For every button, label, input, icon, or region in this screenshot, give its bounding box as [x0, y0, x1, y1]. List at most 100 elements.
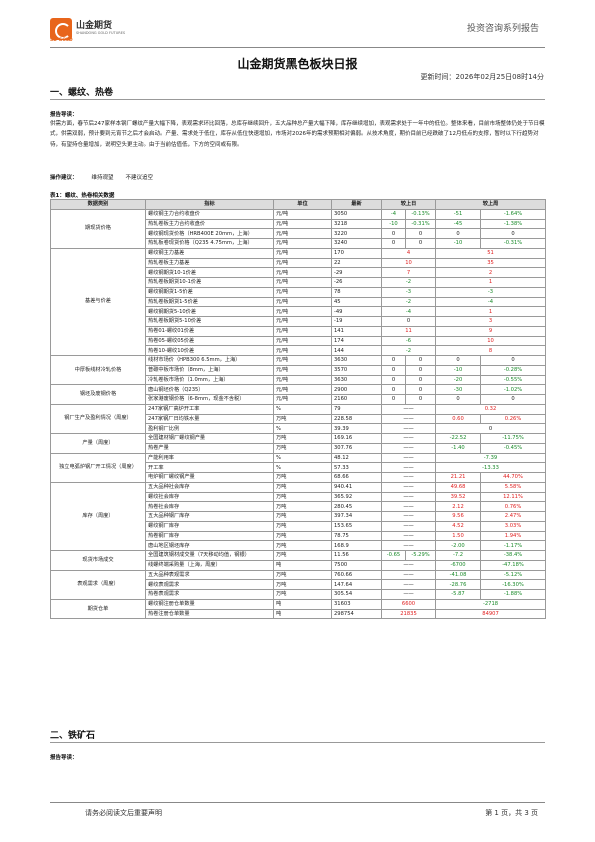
- week-change-cell: 21.21: [435, 472, 482, 483]
- indicator-cell: 盈利钢厂比例: [145, 423, 274, 434]
- indicator-cell: 唐山地区钢坯库存: [145, 540, 274, 551]
- latest-cell: -49: [331, 306, 382, 317]
- latest-cell: 760.66: [331, 569, 382, 581]
- latest-cell: 147.64: [331, 579, 382, 590]
- report-title: 山金期货黑色板块日报: [237, 57, 358, 71]
- week-change-pct-cell: -0.45%: [480, 442, 547, 454]
- category-cell: 表观需求（周度）: [50, 569, 146, 600]
- latest-cell: 3630: [331, 355, 382, 366]
- latest-cell: 3240: [331, 238, 382, 249]
- unit-cell: 万吨: [273, 540, 332, 551]
- category-cell: 钢坯及废钢价格: [50, 384, 146, 405]
- unit-cell: 元/吨: [273, 257, 332, 269]
- week-change-cell: 2: [435, 267, 547, 278]
- latest-cell: 153.65: [331, 520, 382, 532]
- unit-cell: 万吨: [273, 589, 332, 600]
- table-row: 热轧卷板主力合约收盘价 元/吨 3218 -10 -0.31% -45 -1.38%: [51, 218, 547, 230]
- unit-cell: 元/吨: [273, 355, 332, 366]
- unit-cell: 元/吨: [273, 364, 332, 376]
- latest-cell: 170: [331, 247, 382, 259]
- table-row: 期现货价格 螺纹钢主力合约收盘价 元/吨 3050 -4 -0.13% -51 -1.64%: [50, 208, 547, 249]
- indicator-cell: 螺纹钢厂库存: [145, 520, 274, 532]
- unit-cell: 万吨: [273, 491, 332, 503]
- week-change-cell: 10: [435, 335, 547, 347]
- unit-cell: 元/吨: [273, 316, 332, 327]
- category-cell: 基差与价差: [50, 247, 146, 357]
- day-change-cell: ——: [380, 433, 437, 444]
- latest-cell: 228.58: [331, 413, 382, 425]
- day-change-cell: 10: [380, 257, 437, 269]
- day-change-cell: ——: [380, 540, 437, 551]
- week-change-cell: -10: [435, 238, 482, 249]
- unit-cell: 元/吨: [273, 218, 332, 230]
- table-row: 螺纹表观需求 万吨 147.64 —— -28.76 -16.30%: [51, 579, 547, 590]
- indicator-cell: 螺纹表观需求: [145, 579, 274, 590]
- table-caption: 表1：螺纹、热卷相关数据: [50, 193, 115, 199]
- day-change-pct-cell: -5.29%: [404, 550, 437, 561]
- table-row: 中厚板线材冷轧价格 线材市场价（HPB300 6.5mm，上海） 元/吨 3630 0 0…: [50, 354, 547, 386]
- table-row: 基差与价差 螺纹钢主力基差 元/吨 170 4 51: [50, 247, 547, 357]
- indicator-cell: 螺纹钢期货10-1价差: [145, 267, 274, 278]
- latest-cell: 7500: [331, 559, 382, 571]
- indicator-cell: 全国建材钢厂螺纹钢产量: [145, 433, 274, 444]
- unit-cell: 万吨: [273, 550, 332, 561]
- week-change-cell: 51: [435, 247, 547, 259]
- day-change-cell: ——: [380, 511, 437, 522]
- data-table: 数据类别 指标 单位 最新 较上日 较上周 期现货价格 螺纹钢主力合约收盘价 元/吨…: [50, 199, 547, 620]
- week-change-pct-cell: 3.03%: [480, 520, 547, 532]
- latest-cell: 141: [331, 325, 382, 337]
- day-change-cell: ——: [380, 559, 437, 571]
- week-change-pct-cell: -0.55%: [480, 374, 547, 386]
- guide-paragraph: 供需方面，春节后247家样本钢厂螺纹产量大幅下降，表观需求环比回落，总库存继续回…: [50, 119, 545, 150]
- week-change-pct-cell: -16.30%: [480, 579, 547, 590]
- table-row: 热轧卷板主力基差 元/吨 22 10 35: [51, 257, 547, 269]
- unit-cell: 元/吨: [273, 325, 332, 337]
- day-change-cell: ——: [380, 423, 437, 434]
- indicator-cell: 247家钢厂日均铁水量: [145, 413, 274, 425]
- unit-cell: 万吨: [273, 442, 332, 454]
- unit-cell: 万吨: [273, 520, 332, 532]
- guide-text: 供需方面，春节后247家样本钢厂螺纹产量大幅下降，表观需求环比回落，总库存继续回…: [50, 121, 545, 148]
- week-change-cell: 1: [435, 306, 547, 317]
- week-change-pct-cell: -47.18%: [480, 559, 547, 571]
- table-row: 热轧板卷现货价格（Q235 4.75mm，上海） 元/吨 3240 0 0 -10 -0.3…: [51, 238, 547, 249]
- latest-cell: 3220: [331, 228, 382, 239]
- table-row: 库存（周度） 五大品种社会库存 万吨 940.41 —— 49.68 5.58%: [50, 481, 547, 552]
- advice-value: 维持观望: [91, 175, 114, 181]
- week-change-pct-cell: -1.38%: [480, 218, 547, 230]
- indicator-cell: 五大品种表观需求: [145, 569, 274, 581]
- day-change-cell: 4: [380, 247, 437, 259]
- indicator-cell: 热卷社会库存: [145, 501, 274, 512]
- header-unit: 单位: [273, 199, 332, 210]
- latest-cell: 22: [331, 257, 382, 269]
- day-change-cell: -2: [380, 345, 437, 356]
- day-change-cell: ——: [380, 452, 437, 464]
- unit-cell: 元/吨: [273, 277, 332, 288]
- indicator-cell: 热轧卷板主力基差: [145, 257, 274, 269]
- latest-cell: 68.66: [331, 472, 382, 483]
- indicator-cell: 热卷05-螺纹05价差: [145, 335, 274, 347]
- day-change-cell: ——: [380, 491, 437, 503]
- logo-english: SHANDONG GOLD FUTURES: [76, 31, 126, 36]
- update-time: 更新时间：2026年02月25日08时14分: [420, 73, 544, 81]
- week-change-cell: -6700: [435, 559, 482, 571]
- day-change-cell: -0.65: [381, 550, 406, 561]
- day-change-cell: ——: [380, 403, 437, 415]
- day-change-cell: 0: [380, 316, 437, 327]
- week-change-cell: -30: [435, 384, 482, 395]
- table-row: 钢坯及废钢价格 唐山钢坯价格（Q235） 元/吨 2900 0 0 -30 -1.02%: [50, 384, 547, 405]
- latest-cell: 2900: [331, 384, 382, 395]
- guide-label: 报告导读：: [50, 112, 78, 118]
- day-change-cell: ——: [380, 481, 437, 493]
- week-change-pct-cell: -1.17%: [480, 540, 547, 551]
- unit-cell: 万吨: [273, 530, 332, 542]
- latest-cell: 3050: [331, 208, 382, 220]
- week-change-pct-cell: 2.47%: [480, 511, 547, 522]
- unit-cell: %: [273, 403, 332, 415]
- day-change-cell: 0: [381, 238, 406, 249]
- day-change-cell: ——: [380, 413, 437, 425]
- unit-cell: 元/吨: [273, 384, 332, 395]
- latest-cell: 305.54: [331, 589, 382, 600]
- logo-sub-text: SD GOLD: [50, 38, 73, 43]
- latest-cell: 31603: [331, 598, 382, 610]
